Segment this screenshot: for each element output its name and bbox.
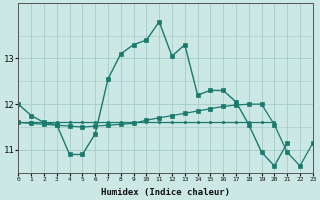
- X-axis label: Humidex (Indice chaleur): Humidex (Indice chaleur): [101, 188, 230, 197]
